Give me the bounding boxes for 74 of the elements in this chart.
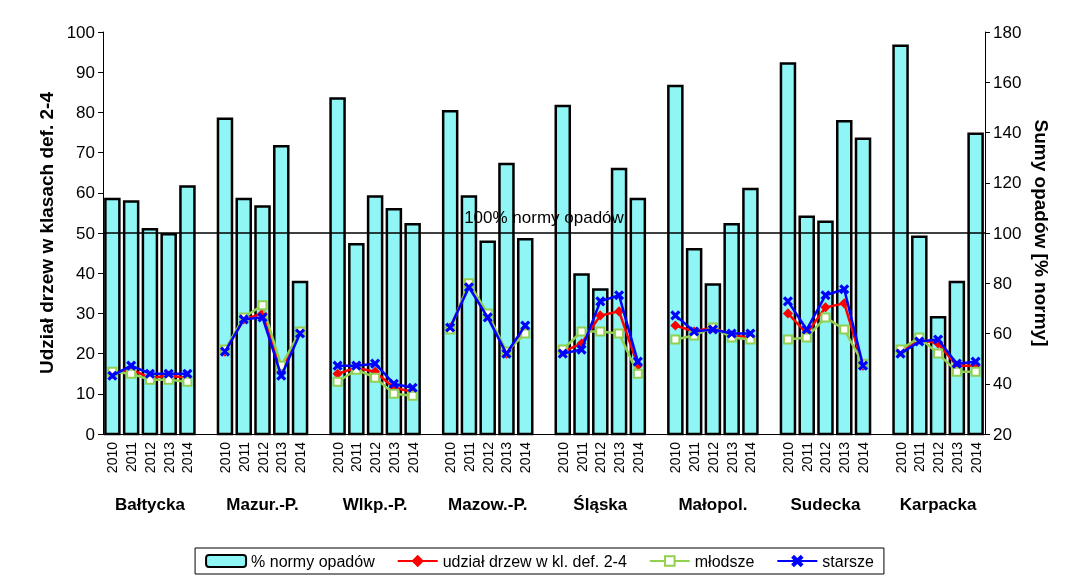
x-tick-label: 2012 [592,441,609,474]
x-tick-label: 2010 [667,441,684,474]
x-tick-label: 2012 [704,441,721,474]
x-tick-label: 2010 [779,441,796,474]
x-tick-label: 2011 [460,441,477,473]
x-tick-label: 2011 [348,441,365,473]
y-tick-label: 40 [76,263,95,283]
y-tick-label: 0 [85,424,95,444]
x-tick-label: 2014 [179,441,196,474]
x-tick-label: 2011 [798,441,815,473]
x-tick-label: 2012 [367,441,384,474]
y-tick-label: 60 [76,183,95,203]
legend-label: starsze [822,552,875,570]
x-tick-label: 2010 [442,441,459,474]
y-tick-label: 80 [76,102,95,122]
y-tick-label: 50 [76,223,95,243]
x-tick-label: 2013 [723,441,740,474]
x-tick-label: 2013 [498,441,515,474]
x-tick-label: 2013 [836,441,853,474]
text: Karpacka [899,495,977,514]
x-tick-label: 2012 [479,441,496,474]
x-tick-label: 2013 [385,441,402,474]
x-tick-label: 2012 [930,441,947,474]
y2-tick-label: 60 [993,324,1012,343]
legend-label: udział drzew w kl. def. 2-4 [442,552,627,570]
y-tick-label: 90 [76,62,95,82]
x-tick-label: 2010 [104,441,121,474]
legend-label: młodsze [694,552,755,570]
y-tick-label: 20 [76,344,95,364]
y2-tick-label: 180 [993,22,1022,42]
text: Mazur.-P. [226,495,299,514]
x-tick-label: 2010 [554,441,571,474]
x-tick-label: 2013 [273,441,290,474]
y2-tick-label: 120 [993,173,1022,193]
x-tick-label: 2010 [216,441,233,474]
x-tick-label: 2011 [911,441,928,473]
x-tick-label: 2014 [292,441,309,474]
x-tick-label: 2013 [160,441,177,474]
legend-label: % normy opadów [251,552,376,570]
text: Małopol. [678,495,748,514]
x-tick-label: 2011 [686,441,703,473]
x-tick-label: 2012 [254,441,271,474]
x-tick-label: 2011 [573,441,590,473]
y-tick-label: 10 [76,384,95,404]
x-tick-label: 2010 [329,441,346,474]
x-tick-label: 2010 [892,441,909,474]
x-tick-label: 2014 [967,441,984,474]
y2-tick-label: 20 [993,424,1012,444]
text: Sudecka [790,495,861,514]
text: Wlkp.-P. [342,495,408,514]
y-tick-label: 70 [76,143,95,163]
x-tick-label: 2014 [629,441,646,474]
x-tick-label: 2013 [611,441,628,474]
y2-tick-label: 40 [993,374,1012,394]
y2-tick-label: 140 [993,123,1022,142]
x-tick-label: 2011 [235,441,252,473]
text: Śląska [573,495,628,514]
text: Mazow.-P. [448,495,528,514]
y-tick-label: 100 [66,22,95,42]
y2-tick-label: 80 [993,273,1012,293]
y2-axis-title: Sumy opadów [% normy] [1031,119,1053,347]
x-tick-label: 2014 [742,441,759,474]
x-tick-label: 2013 [948,441,965,474]
x-tick-label: 2014 [517,441,534,474]
y-axis-title: Udział drzew w klasach def. 2-4 [35,91,57,374]
x-tick-label: 2014 [855,441,872,474]
x-tick-label: 2011 [123,441,140,473]
x-tick-label: 2012 [141,441,158,474]
y2-tick-label: 100 [993,223,1022,243]
text: Bałtycka [114,495,186,514]
y2-tick-label: 160 [993,72,1022,92]
x-tick-label: 2014 [404,441,421,474]
y-tick-label: 30 [76,303,95,323]
x-tick-label: 2012 [817,441,834,474]
